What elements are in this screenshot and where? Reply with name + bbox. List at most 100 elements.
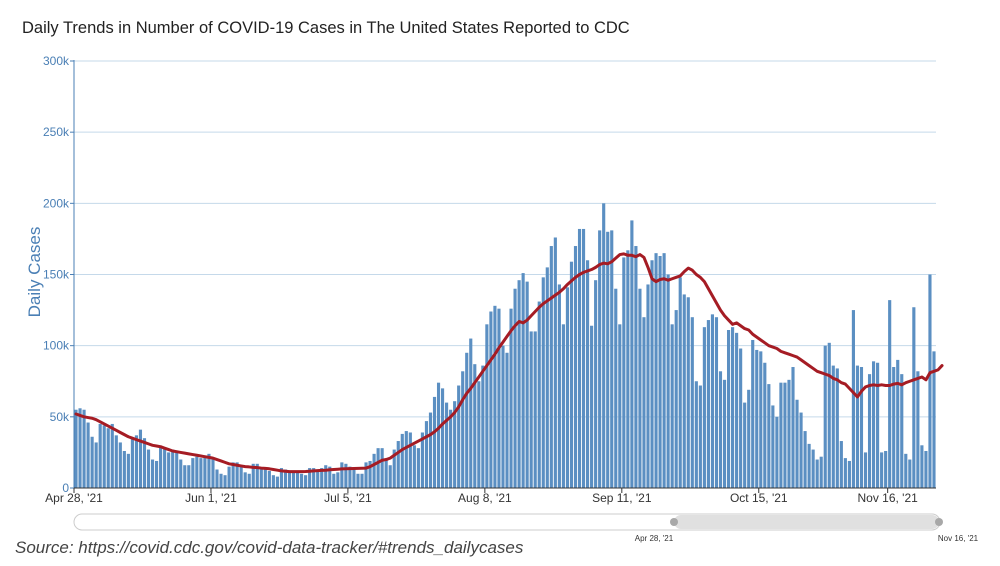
daily-cases-bar <box>795 399 799 488</box>
daily-cases-bar <box>827 342 831 488</box>
daily-cases-bar <box>521 273 525 488</box>
daily-cases-bar <box>545 267 549 488</box>
y-tick-label: 0 <box>62 481 69 495</box>
daily-cases-bar <box>279 468 284 488</box>
daily-cases-bar <box>553 237 557 488</box>
daily-cases-bar <box>219 473 223 488</box>
daily-cases-bar <box>867 374 872 488</box>
daily-cases-bar <box>465 352 469 488</box>
daily-cases-bar <box>815 459 819 488</box>
daily-cases-bar <box>90 436 94 488</box>
daily-cases-bar <box>215 469 219 488</box>
y-tick-label: 250k <box>43 125 70 139</box>
range-start-label: Apr 28, '21 <box>635 534 674 543</box>
y-tick-label: 300k <box>43 54 70 68</box>
daily-cases-bar <box>356 473 360 488</box>
daily-cases-bar <box>839 441 843 488</box>
daily-cases-bar <box>594 280 598 488</box>
daily-cases-bar <box>831 365 835 488</box>
range-handle-left[interactable] <box>670 518 678 526</box>
daily-cases-bar <box>573 246 578 488</box>
daily-cases-bar <box>207 453 211 488</box>
daily-cases-bar <box>420 432 424 488</box>
daily-cases-bar <box>449 409 453 488</box>
daily-cases-bar <box>626 250 630 488</box>
daily-cases-bar <box>187 465 191 488</box>
daily-cases-bar <box>183 465 187 488</box>
daily-cases-bar <box>432 396 437 488</box>
daily-cases-bar <box>735 332 739 488</box>
daily-cases-bar <box>751 339 755 488</box>
daily-cases-bar <box>509 308 513 488</box>
x-tick-label: Sep 11, '21 <box>592 491 652 505</box>
daily-cases-bar <box>130 438 134 488</box>
y-tick-label: 50k <box>50 410 70 424</box>
daily-cases-bar <box>505 352 509 488</box>
daily-cases-bar <box>384 459 388 488</box>
daily-cases-bar <box>324 465 328 488</box>
daily-cases-bar <box>654 253 658 488</box>
daily-cases-bar <box>529 331 533 488</box>
daily-cases-bar <box>348 466 352 488</box>
daily-cases-bar <box>557 284 561 488</box>
daily-cases-bar <box>618 324 622 488</box>
daily-cases-bar <box>191 458 195 488</box>
daily-cases-bar <box>755 349 759 488</box>
daily-cases-bar <box>457 385 461 488</box>
daily-cases-bar <box>312 468 316 488</box>
daily-cases-bar <box>243 472 247 488</box>
daily-cases-bar <box>247 473 251 488</box>
daily-cases-bar <box>412 445 416 488</box>
daily-cases-bar <box>646 284 650 488</box>
daily-cases-bar <box>320 468 324 488</box>
daily-cases-bar <box>807 443 811 488</box>
daily-cases-bar <box>436 382 441 488</box>
daily-cases-bar <box>388 465 392 488</box>
daily-cases-bar <box>235 462 239 488</box>
range-handle-right[interactable] <box>935 518 943 526</box>
daily-cases-bar <box>610 230 614 488</box>
daily-cases-bar <box>275 476 279 488</box>
daily-cases-bar <box>731 327 735 488</box>
daily-cases-bar <box>670 324 674 488</box>
y-axis-label: Daily Cases <box>25 227 44 318</box>
daily-cases-bar <box>469 338 473 488</box>
daily-cases-bar <box>150 459 155 488</box>
daily-cases-bar <box>295 472 300 488</box>
daily-cases-bar <box>291 470 296 488</box>
range-selected-window[interactable] <box>674 515 939 529</box>
daily-cases-bar <box>634 246 638 488</box>
daily-cases-bar <box>364 462 368 488</box>
daily-cases-bar <box>94 442 98 488</box>
daily-cases-bar <box>843 458 847 488</box>
daily-cases-bar <box>473 364 477 488</box>
seven-day-average-line <box>74 252 944 474</box>
daily-cases-bar <box>408 432 412 488</box>
daily-cases-bar <box>82 409 86 488</box>
daily-cases-bar <box>537 301 541 488</box>
y-tick-label: 100k <box>43 339 70 353</box>
daily-cases-bar <box>666 274 670 488</box>
daily-cases-bar <box>791 367 795 488</box>
daily-cases-bar <box>211 458 215 488</box>
y-tick-label: 150k <box>43 268 70 282</box>
daily-cases-bar <box>461 371 465 488</box>
daily-cases-bar <box>871 361 876 488</box>
daily-cases-bar <box>493 305 497 488</box>
range-selector[interactable]: Apr 28, '21 Nov 16, '21 <box>73 513 979 543</box>
daily-cases-bar <box>372 453 376 488</box>
daily-cases-bar <box>855 365 860 488</box>
daily-cases-bar <box>110 423 114 488</box>
daily-cases-bar <box>678 277 682 488</box>
daily-cases-bar <box>102 425 106 488</box>
daily-cases-bar <box>308 468 312 488</box>
daily-cases-bar <box>155 460 159 488</box>
daily-cases-bar <box>779 382 783 488</box>
daily-cases-bar <box>630 220 634 488</box>
daily-cases-bar <box>316 469 320 488</box>
daily-cases-bar <box>847 460 851 488</box>
daily-cases-bar <box>255 463 259 488</box>
daily-cases-bar <box>501 345 505 488</box>
x-tick-label: Apr 28, '21 <box>45 491 103 505</box>
daily-cases-bar <box>900 374 904 488</box>
